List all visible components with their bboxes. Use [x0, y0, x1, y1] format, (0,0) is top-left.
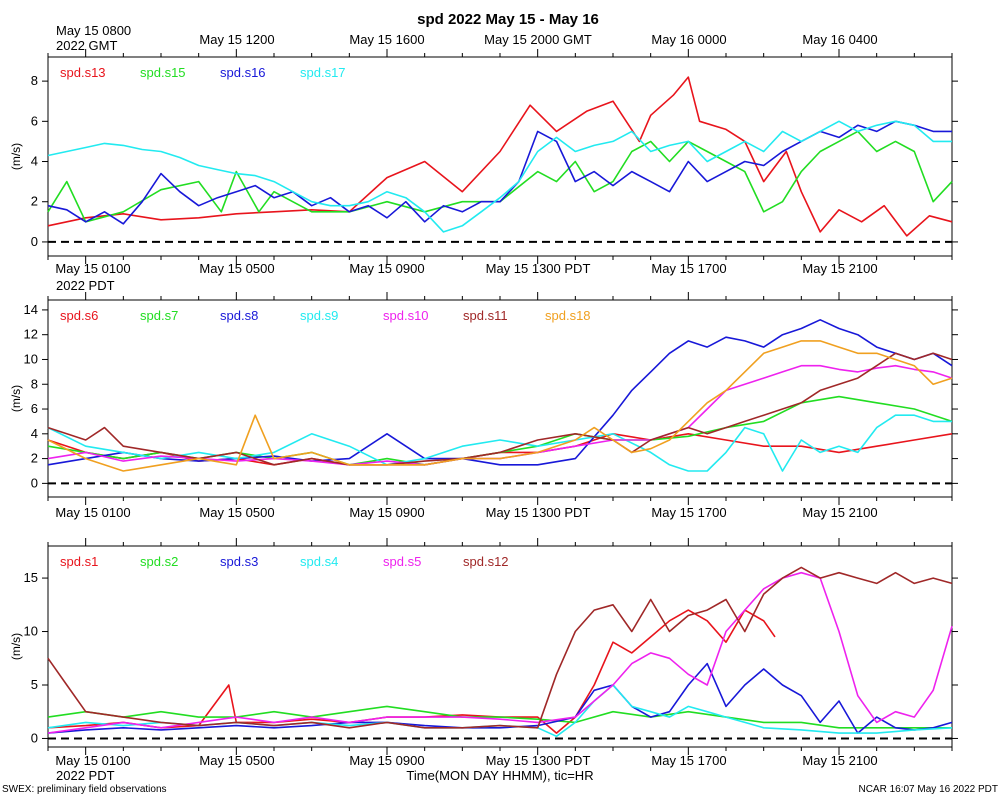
y-tick-label: 4 — [31, 154, 38, 169]
bottom-axis-label: May 15 0500 — [199, 505, 274, 520]
bottom-axis-label: May 15 1700 — [651, 261, 726, 276]
series-line-spd.s13 — [47, 76, 953, 237]
legend-spd.s13: spd.s13 — [60, 65, 106, 80]
bottom-axis-label: May 15 0500 — [199, 261, 274, 276]
bottom-axis-label: May 15 0900 — [349, 505, 424, 520]
panel-1: 0 2 4 6 8 (m/s) spd.s13 spd.s15 spd.s16 spd.s17 — [9, 49, 958, 264]
bottom-axis-label: May 15 0500 — [199, 753, 274, 768]
bottom-axis-label: May 15 0100 — [55, 261, 130, 276]
bottom-time-axis: 2022 PDT May 15 0100 May 15 0500 May 15 09… — [55, 261, 877, 783]
series-line-spd.s15 — [47, 130, 953, 223]
legend-spd.s16: spd.s16 — [220, 65, 266, 80]
series-line-spd.s2 — [47, 705, 952, 729]
series-line-spd.s3 — [47, 662, 953, 734]
y-tick-label: 0 — [31, 475, 38, 490]
legend-spd.s1: spd.s1 — [60, 554, 98, 569]
y-tick-label: 6 — [31, 113, 38, 128]
y-tick-label: 0 — [31, 730, 38, 745]
legend-spd.s2: spd.s2 — [140, 554, 178, 569]
y-axis-label: (m/s) — [9, 385, 23, 412]
top-axis-label: May 16 0400 — [802, 32, 877, 47]
top-time-axis: May 15 0800 2022 GMT May 15 1200 May 15 1… — [56, 23, 878, 53]
legend-spd.s18: spd.s18 — [545, 308, 591, 323]
bottom-axis-label: May 15 1300 PDT — [486, 753, 591, 768]
y-tick-label: 4 — [31, 426, 38, 441]
top-axis-label: May 15 1200 — [199, 32, 274, 47]
bottom-axis-label: May 15 0900 — [349, 753, 424, 768]
series-line-spd.s16 — [47, 120, 952, 225]
y-tick-label: 5 — [31, 677, 38, 692]
series-line-spd.s12 — [47, 566, 953, 729]
legend-spd.s17: spd.s17 — [300, 65, 346, 80]
legend-spd.s9: spd.s9 — [300, 308, 338, 323]
series-line-spd.s9 — [47, 414, 952, 472]
y-tick-label: 0 — [31, 234, 38, 249]
legend-spd.s3: spd.s3 — [220, 554, 258, 569]
y-tick-label: 8 — [31, 376, 38, 391]
y-tick-label: 2 — [31, 451, 38, 466]
y-tick-label: 14 — [24, 302, 38, 317]
legend-spd.s6: spd.s6 — [60, 308, 98, 323]
legend-spd.s10: spd.s10 — [383, 308, 429, 323]
y-tick-label: 10 — [24, 351, 38, 366]
bottom-axis-label: May 15 2100 — [802, 505, 877, 520]
series-line-spd.s5 — [47, 571, 953, 734]
footer-timestamp: NCAR 16:07 May 16 2022 PDT — [858, 784, 998, 795]
series-line-spd.s8 — [47, 319, 953, 466]
legend-spd.s5: spd.s5 — [383, 554, 421, 569]
x-axis-label: Time(MON DAY HHMM), tic=HR — [406, 768, 593, 783]
series-line-spd.s17 — [47, 120, 952, 233]
plot-frame — [47, 299, 953, 498]
bottom-axis-label: May 15 2100 — [802, 261, 877, 276]
y-axis-label: (m/s) — [9, 633, 23, 660]
legend-spd.s11: spd.s11 — [463, 308, 508, 323]
bottom-axis-label: May 15 1700 — [651, 753, 726, 768]
y-tick-label: 15 — [24, 570, 38, 585]
series-line-spd.s10 — [47, 364, 953, 466]
legend-spd.s4: spd.s4 — [300, 554, 338, 569]
top-axis-label: May 15 2000 GMT — [484, 32, 592, 47]
bottom-axis-label: May 15 1700 — [651, 505, 726, 520]
footer-note: SWEX: preliminary field observations — [2, 784, 167, 795]
series-line-spd.s18 — [47, 340, 953, 472]
legend-spd.s8: spd.s8 — [220, 308, 258, 323]
series-line-spd.s1 — [47, 609, 776, 734]
y-axis-label: (m/s) — [9, 143, 23, 170]
y-tick-label: 12 — [24, 327, 38, 342]
bottom-axis-label: May 15 2100 — [802, 753, 877, 768]
top-axis-label: May 15 1600 — [349, 32, 424, 47]
bottom-axis-label: May 15 0100 — [55, 505, 130, 520]
legend-spd.s15: spd.s15 — [140, 65, 186, 80]
bottom-axis-label: May 15 1300 PDT — [486, 505, 591, 520]
y-tick-label: 10 — [24, 624, 38, 639]
top-axis-first-label: May 15 0800 — [56, 23, 131, 38]
legend-spd.s12: spd.s12 — [463, 554, 509, 569]
top-axis-year-label: 2022 GMT — [56, 38, 117, 53]
legend-spd.s7: spd.s7 — [140, 308, 178, 323]
y-tick-label: 6 — [31, 401, 38, 416]
bottom-axis-label: May 15 0900 — [349, 261, 424, 276]
top-axis-label: May 16 0000 — [651, 32, 726, 47]
y-tick-label: 2 — [31, 194, 38, 209]
bottom-axis-label: May 15 0100 — [55, 753, 130, 768]
bottom-axis-year-label: 2022 PDT — [56, 768, 115, 783]
bottom-axis-year-label: 2022 PDT — [56, 278, 115, 293]
bottom-axis-label: May 15 1300 PDT — [486, 261, 591, 276]
chart-title: spd 2022 May 15 - May 16 — [417, 11, 599, 28]
panel-3: 0 5 10 15 (m/s) spd.s1 spd.s2 spd.s3 spd.s4 spd.s… — [9, 538, 958, 755]
y-tick-label: 8 — [31, 73, 38, 88]
panel-2: 0 2 4 6 8 10 12 14 (m/s) spd.s6 spd.s7 spd.s8 spd.s9… — [9, 292, 958, 505]
